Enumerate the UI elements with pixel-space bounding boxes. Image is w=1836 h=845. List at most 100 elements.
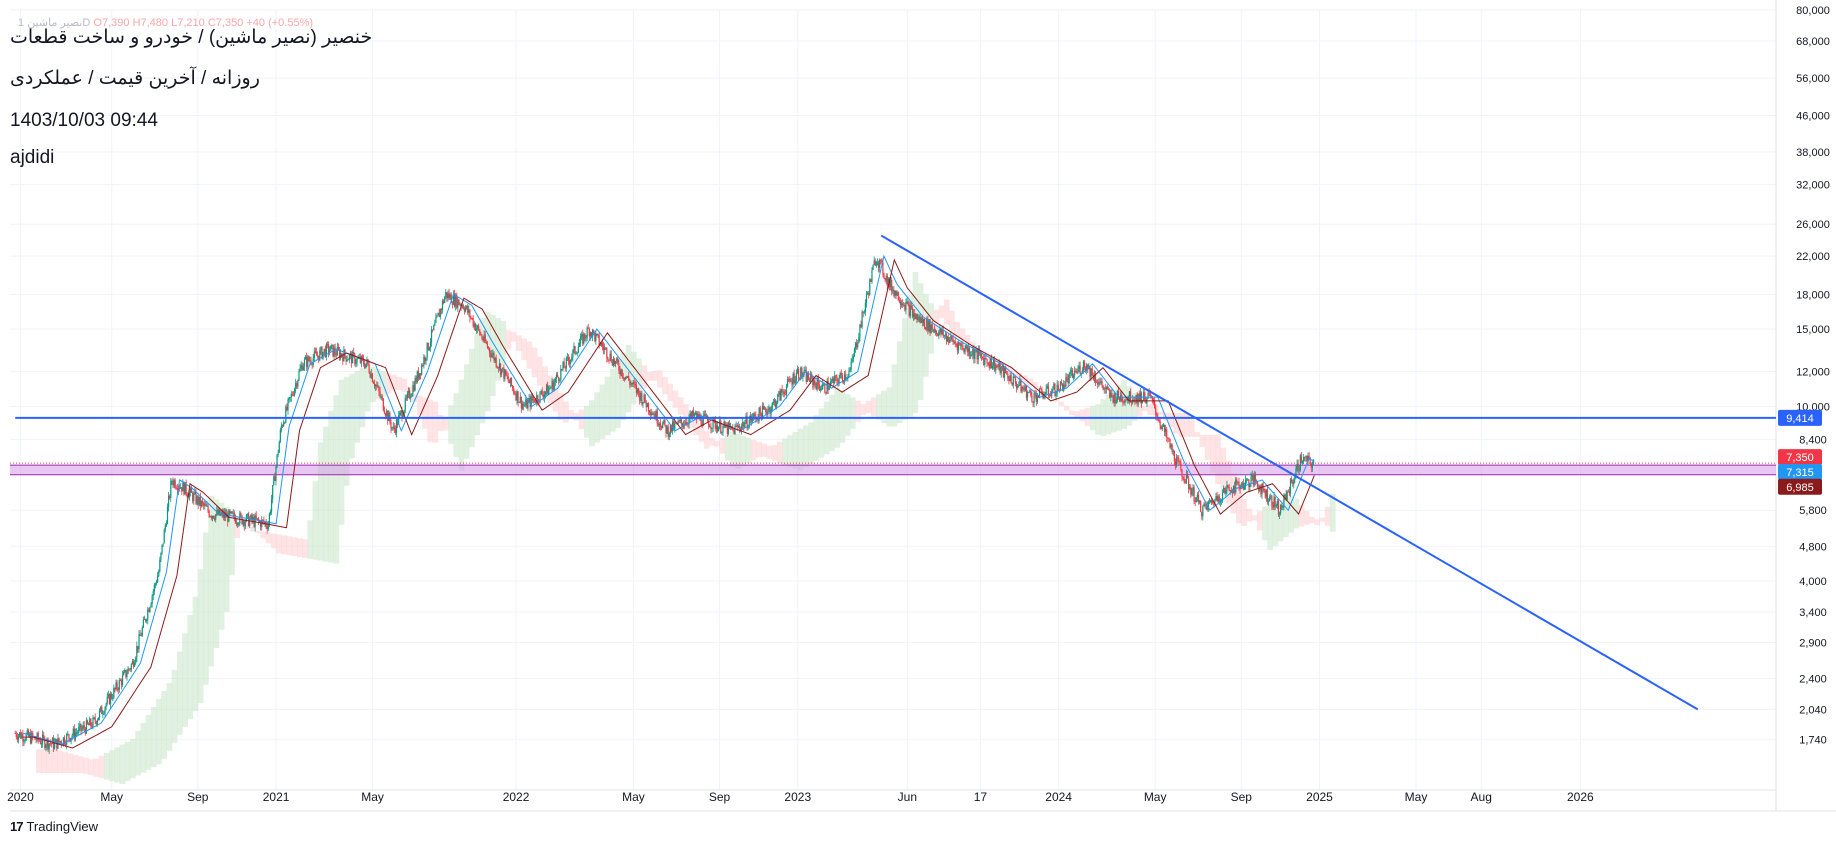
tradingview-logo[interactable]: 17 TradingView [10, 819, 98, 834]
candle-body [40, 743, 43, 745]
ichimoku-cloud-segment [1183, 412, 1190, 437]
candle-body [998, 362, 1000, 368]
candle-body [1019, 379, 1021, 386]
candle-body [883, 274, 885, 278]
ichimoku-cloud-segment [291, 537, 298, 557]
candle-body [781, 389, 783, 393]
ichimoku-cloud-segment [484, 311, 491, 412]
candle-body [428, 347, 430, 351]
candle-body [590, 332, 593, 337]
y-tick-label: 56,000 [1796, 73, 1830, 85]
candle-body [144, 619, 147, 622]
candle-body [138, 634, 140, 649]
candle-body [838, 378, 840, 384]
candle-body [82, 725, 84, 729]
ichimoku-cloud-segment [119, 744, 126, 784]
candle-body [673, 421, 675, 430]
kijun-line [23, 258, 1315, 749]
candle-body [1235, 479, 1237, 493]
candle-body [950, 335, 952, 340]
ichimoku-cloud-segment [1215, 434, 1221, 485]
candle-body [475, 328, 478, 331]
ichimoku-cloud-segment [223, 506, 230, 612]
candle-body [1005, 367, 1007, 374]
candle-body [375, 384, 377, 387]
candle-body [318, 355, 320, 361]
candle-body [1020, 379, 1022, 392]
candle-body [579, 336, 582, 344]
candle-body [693, 414, 696, 416]
candle-body [896, 291, 898, 296]
candle-body [663, 419, 665, 424]
candle-body [353, 352, 355, 355]
ichimoku-cloud-segment [719, 437, 726, 454]
candle-body [753, 413, 755, 418]
candle-body [1095, 382, 1098, 383]
candle-body [1148, 392, 1150, 394]
candle-body [251, 514, 253, 521]
ichimoku-cloud-segment [140, 722, 147, 773]
candle-body [469, 309, 471, 318]
low-value: L7,210 [171, 17, 205, 29]
candle-body [479, 329, 481, 335]
candle-body [228, 510, 230, 522]
candle-body [513, 388, 515, 393]
ichimoku-cloud-segment [542, 366, 548, 395]
candle-body [704, 414, 707, 417]
candle-body [1021, 387, 1023, 392]
candle-body [20, 732, 22, 739]
candle-body [528, 397, 530, 401]
ichimoku-cloud-segment [328, 411, 334, 563]
ichimoku-cloud-segment [917, 283, 924, 400]
candle-body [845, 374, 847, 380]
ichimoku-cloud-segment [1142, 406, 1148, 411]
candle-body [1276, 501, 1278, 506]
descending-trendline[interactable] [880, 234, 1699, 711]
candle-body [360, 356, 363, 363]
candle-body [1154, 401, 1156, 408]
candle-body [624, 376, 627, 380]
candle-body [1040, 388, 1042, 390]
candle-body [1108, 388, 1110, 390]
candle-body [984, 358, 986, 365]
ichimoku-cloud-segment [51, 749, 58, 774]
candle-body [860, 324, 862, 328]
ichimoku-cloud-segment [192, 596, 199, 711]
candle-body [485, 341, 487, 344]
candle-body [833, 378, 835, 384]
candle-body [235, 522, 238, 524]
candle-body [1032, 401, 1034, 403]
candle-body [457, 299, 459, 308]
candle-body [101, 706, 103, 714]
candle-body [789, 379, 791, 382]
support-zone[interactable] [10, 465, 1776, 475]
candle-body [402, 415, 404, 419]
ichimoku-cloud-segment [1262, 506, 1268, 541]
candle-body [1137, 393, 1139, 404]
ichimoku-cloud-segment [333, 395, 340, 564]
ichimoku-cloud-segment [1048, 395, 1054, 398]
candle-body [348, 354, 350, 360]
candle-body [631, 383, 633, 385]
candle-body [1052, 389, 1054, 392]
candle-body [207, 505, 209, 512]
candle-body [254, 515, 256, 527]
candle-body [293, 388, 296, 396]
candle-body [188, 492, 191, 498]
candle-body [237, 522, 239, 525]
candle-body [157, 575, 159, 583]
candle-body [944, 334, 946, 336]
y-tick-label: 2,900 [1799, 637, 1827, 649]
candle-body [961, 345, 963, 347]
candle-body [601, 342, 604, 347]
candle-body [899, 302, 902, 305]
candle-body [507, 376, 509, 381]
candle-body [1150, 395, 1152, 397]
candle-body [612, 359, 615, 366]
ichimoku-cloud-segment [1241, 499, 1247, 526]
candle-body [386, 411, 388, 416]
candle-body [659, 423, 662, 427]
candle-body [622, 376, 624, 378]
